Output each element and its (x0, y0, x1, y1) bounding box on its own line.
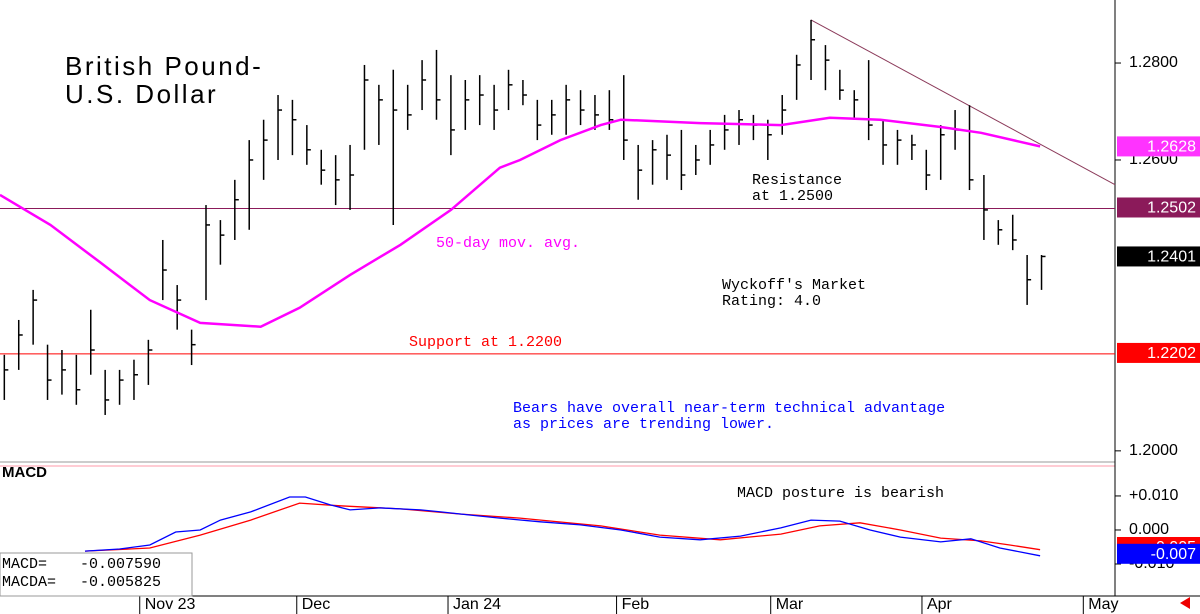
y-tick-label: 1.2800 (1129, 54, 1178, 71)
readout-value: -0.007590 (80, 556, 161, 573)
chart-title: British Pound- (65, 51, 263, 81)
y-tick-label: 0.000 (1129, 521, 1169, 538)
price-tag (1117, 543, 1200, 564)
annotation: Rating: 4.0 (722, 293, 821, 310)
line-label: 50-day mov. avg. (436, 235, 580, 252)
annotation: at 1.2500 (752, 188, 833, 205)
price-tag (1117, 342, 1200, 363)
readout-label: MACDA= (2, 574, 56, 591)
annotation: Support at 1.2200 (409, 334, 562, 351)
chart-title: U.S. Dollar (65, 79, 218, 109)
price-tag-label: 1.2401 (1147, 249, 1196, 266)
readout-box (0, 552, 193, 597)
price-tag-label: 1.2502 (1147, 200, 1196, 217)
x-tick-label: Jan 24 (453, 596, 501, 613)
annotation: MACD posture is bearish (737, 485, 944, 502)
x-tick-label: May (1088, 596, 1118, 613)
price-tag (1117, 136, 1200, 157)
price-tag (1117, 246, 1200, 267)
price-tag-label: -0.007 (1151, 546, 1196, 563)
x-tick-label: Nov 23 (145, 596, 196, 613)
y-tick-label: 1.2000 (1129, 442, 1178, 459)
y-tick-label: +0.010 (1129, 487, 1178, 504)
annotation: Wyckoff's Market (722, 277, 866, 294)
readout-label: MACD= (2, 556, 47, 573)
panel-title: MACD (2, 464, 47, 481)
scroll-arrow[interactable] (1180, 597, 1190, 609)
annotation: Bears have overall near-term technical a… (513, 400, 945, 417)
annotation: as prices are trending lower. (513, 416, 774, 433)
readout-value: -0.005825 (80, 574, 161, 591)
x-tick-label: Dec (302, 596, 330, 613)
price-tag-label: 1.2202 (1147, 345, 1196, 362)
x-tick-label: Feb (622, 596, 650, 613)
price-tag-label: 1.2628 (1147, 139, 1196, 156)
macd-line (84, 496, 1041, 557)
macd-line (84, 502, 1041, 552)
x-tick-label: Apr (927, 596, 953, 613)
price-tag (1117, 197, 1200, 218)
moving-average (0, 116, 1041, 328)
annotation: Resistance (752, 172, 842, 189)
trend-line (810, 19, 1116, 186)
x-tick-label: Mar (776, 596, 804, 613)
